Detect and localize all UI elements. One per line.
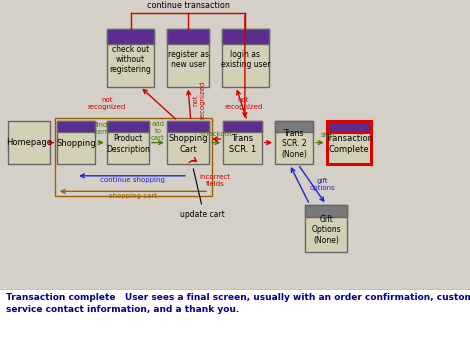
Bar [305, 205, 347, 252]
Bar [57, 121, 95, 132]
Text: Transaction complete   User sees a final screen, usually with an order confirmat: Transaction complete User sees a final s… [6, 293, 470, 314]
Bar [57, 121, 95, 164]
Text: not
recognized: not recognized [193, 81, 206, 119]
Bar [223, 121, 262, 132]
Text: Transaction
Complete: Transaction Complete [325, 134, 373, 154]
Bar [167, 29, 209, 87]
Text: checkout: checkout [200, 131, 232, 137]
Bar [305, 205, 347, 217]
Bar [107, 29, 154, 87]
Text: update cart: update cart [180, 210, 225, 219]
Text: ship: ship [321, 132, 335, 138]
Text: Trans
SCR. 1: Trans SCR. 1 [229, 134, 256, 154]
Text: Trans
SCR. 2
(None): Trans SCR. 2 (None) [281, 129, 307, 159]
Text: check out
without
registering: check out without registering [110, 45, 152, 74]
Bar [167, 121, 209, 164]
Bar [222, 29, 269, 87]
Bar [223, 121, 262, 164]
Bar [275, 121, 313, 164]
Text: Gift
Options
(None): Gift Options (None) [311, 215, 341, 244]
Bar [107, 121, 149, 164]
Bar [275, 121, 313, 132]
Text: Homepage: Homepage [6, 138, 52, 147]
Bar [327, 121, 371, 164]
Text: add
to
cart: add to cart [151, 121, 165, 141]
Text: find
item: find item [93, 122, 109, 135]
Bar [107, 121, 149, 132]
Bar [327, 121, 371, 132]
Text: register as
new user: register as new user [167, 50, 209, 69]
Text: not
recognized: not recognized [88, 97, 126, 110]
Bar [8, 121, 50, 164]
Text: not
recognized: not recognized [224, 97, 262, 110]
Text: shopping cart: shopping cart [109, 193, 157, 199]
Text: continue transaction: continue transaction [147, 1, 229, 10]
Text: continue shopping: continue shopping [100, 177, 164, 183]
Bar [167, 29, 209, 44]
Text: Product
Description: Product Description [106, 134, 150, 154]
Text: Shopping
Cart: Shopping Cart [168, 134, 208, 154]
Text: login as
existing user: login as existing user [220, 50, 270, 69]
Text: incorrect
fields: incorrect fields [200, 174, 231, 187]
Text: gift
options: gift options [309, 178, 335, 191]
Bar [167, 121, 209, 132]
Bar [0, 289, 470, 361]
Bar [55, 118, 212, 196]
Bar [222, 29, 269, 44]
Text: Shopping: Shopping [56, 139, 96, 148]
Bar [107, 29, 154, 44]
